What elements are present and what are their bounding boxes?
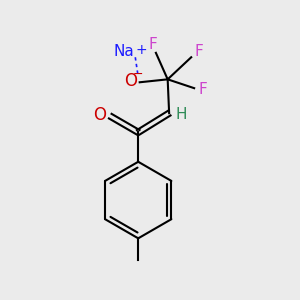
Text: Na: Na <box>113 44 134 59</box>
Text: −: − <box>133 68 143 81</box>
Text: F: F <box>194 44 203 59</box>
Text: +: + <box>135 43 147 57</box>
Text: H: H <box>176 107 187 122</box>
Text: O: O <box>93 106 106 124</box>
Text: F: F <box>198 82 207 97</box>
Text: F: F <box>148 37 157 52</box>
Text: O: O <box>124 72 137 90</box>
